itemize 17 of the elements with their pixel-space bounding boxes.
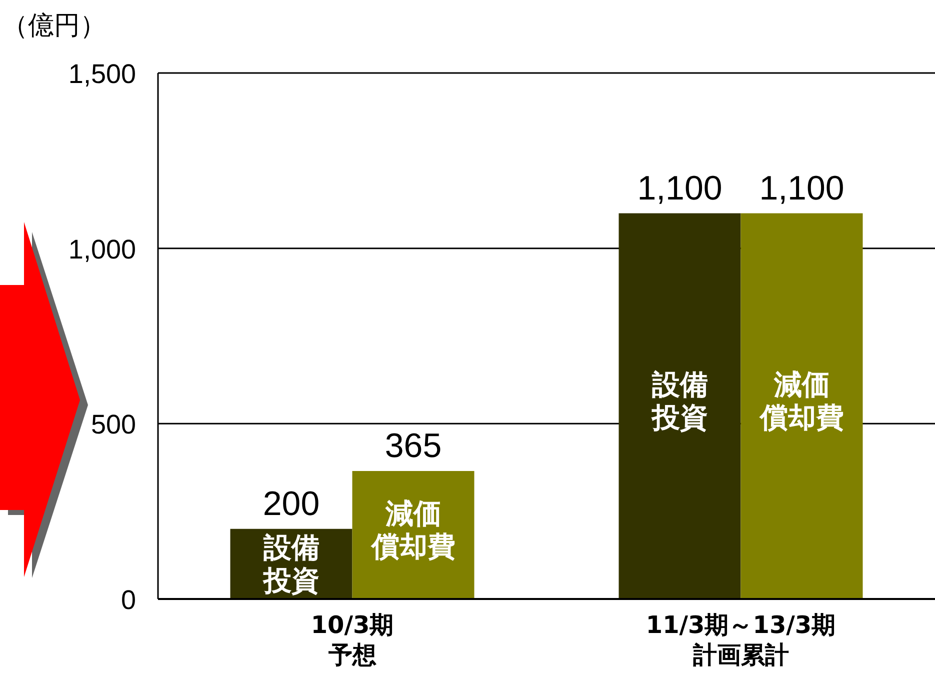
x-tick-label: 11/3期～13/3期計画累計 xyxy=(646,611,836,669)
series-label: 設備投資 xyxy=(262,530,320,597)
y-tick-label: 1,500 xyxy=(68,59,136,89)
data-label: 200 xyxy=(262,484,320,523)
text: 設備投資 xyxy=(652,368,708,434)
y-tick-label: 1,000 xyxy=(68,234,136,264)
data-label: 1,100 xyxy=(637,169,722,208)
y-axis-title: （億円） xyxy=(2,11,106,41)
y-tick-label: 0 xyxy=(120,585,136,615)
text: 減価償却費 xyxy=(760,368,844,434)
bar xyxy=(740,213,863,599)
x-tick-label: 10/3期予想 xyxy=(310,611,394,669)
bar xyxy=(618,213,741,599)
data-label: 365 xyxy=(384,427,442,466)
y-tick-label: 500 xyxy=(90,410,136,440)
series-label: 減価償却費 xyxy=(370,497,456,564)
data-label: 1,100 xyxy=(759,169,844,208)
